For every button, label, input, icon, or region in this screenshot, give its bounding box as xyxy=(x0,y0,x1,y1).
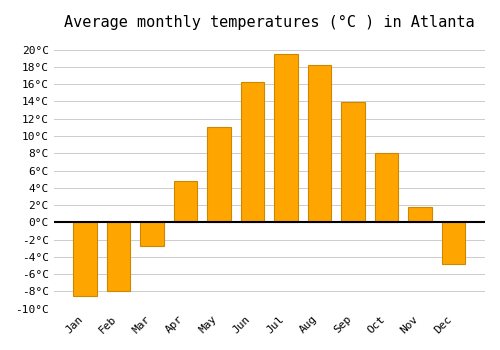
Bar xyxy=(174,181,197,222)
Bar xyxy=(140,222,164,246)
Bar xyxy=(408,207,432,222)
Bar xyxy=(106,222,130,292)
Bar xyxy=(241,82,264,222)
Bar xyxy=(375,153,398,222)
Bar xyxy=(73,222,96,296)
Bar xyxy=(342,102,365,222)
Title: Average monthly temperatures (°C ) in Atlanta: Average monthly temperatures (°C ) in At… xyxy=(64,15,474,30)
Bar xyxy=(274,54,298,222)
Bar xyxy=(308,65,332,222)
Bar xyxy=(208,127,231,222)
Bar xyxy=(442,222,466,264)
